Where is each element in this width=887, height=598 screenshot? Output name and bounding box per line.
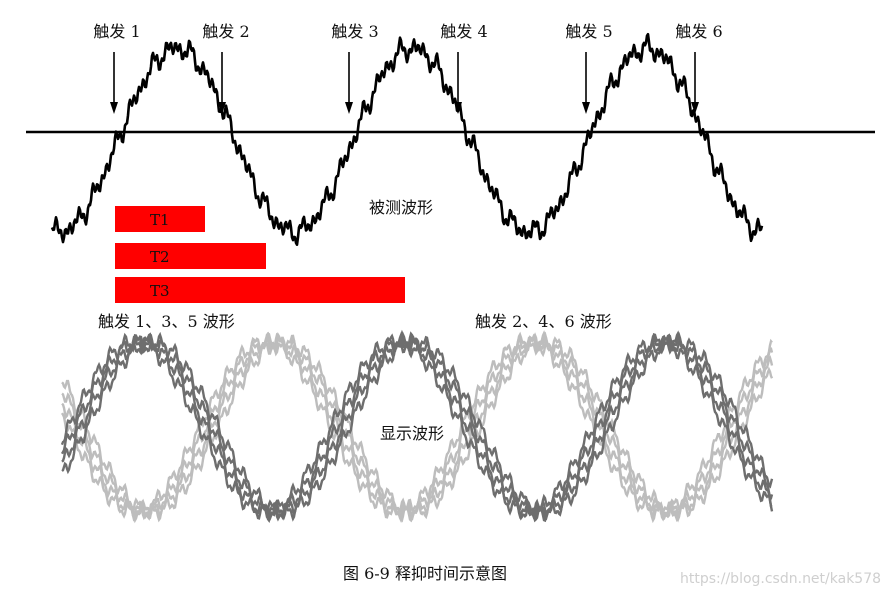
watermark: https://blog.csdn.net/kak578	[680, 571, 882, 587]
display-trace-light-4	[61, 330, 774, 523]
display-trace-dark-3	[61, 331, 774, 522]
holdoff-bar-t1-label: T1	[150, 211, 170, 229]
trigger-label-4: 触发 4	[440, 22, 488, 41]
odd-trigger-group-label: 触发 1、3、5 波形	[98, 312, 235, 331]
display-trace-dark-4	[61, 330, 774, 523]
display-waveform-label: 显示波形	[380, 424, 445, 443]
measured-waveform-label: 被测波形	[369, 198, 434, 217]
trigger-label-6: 触发 6	[675, 22, 723, 41]
trigger-arrow-2	[218, 52, 226, 114]
holdoff-bar-t1: T1	[115, 206, 205, 232]
even-trigger-group-label: 触发 2、4、6 波形	[475, 312, 612, 331]
trigger-label-5: 触发 5	[565, 22, 613, 41]
trigger-arrow-1	[110, 52, 118, 114]
trigger-label-1: 触发 1	[93, 22, 141, 41]
trigger-arrows	[110, 52, 699, 114]
holdoff-bar-t3-label: T3	[150, 282, 170, 300]
trigger-arrow-3	[345, 52, 353, 114]
trigger-label-3: 触发 3	[331, 22, 379, 41]
holdoff-bar-t2: T2	[115, 243, 266, 269]
trigger-arrow-6	[691, 52, 699, 114]
display-waveforms	[60, 329, 774, 524]
measured-waveform	[50, 32, 764, 246]
trigger-arrow-4	[454, 52, 462, 114]
trigger-label-2: 触发 2	[202, 22, 250, 41]
figure-caption: 图 6-9 释抑时间示意图	[343, 564, 507, 583]
trigger-arrow-5	[582, 52, 590, 114]
holdoff-bar-t2-label: T2	[150, 248, 170, 266]
holdoff-bar-t3: T3	[115, 277, 405, 303]
